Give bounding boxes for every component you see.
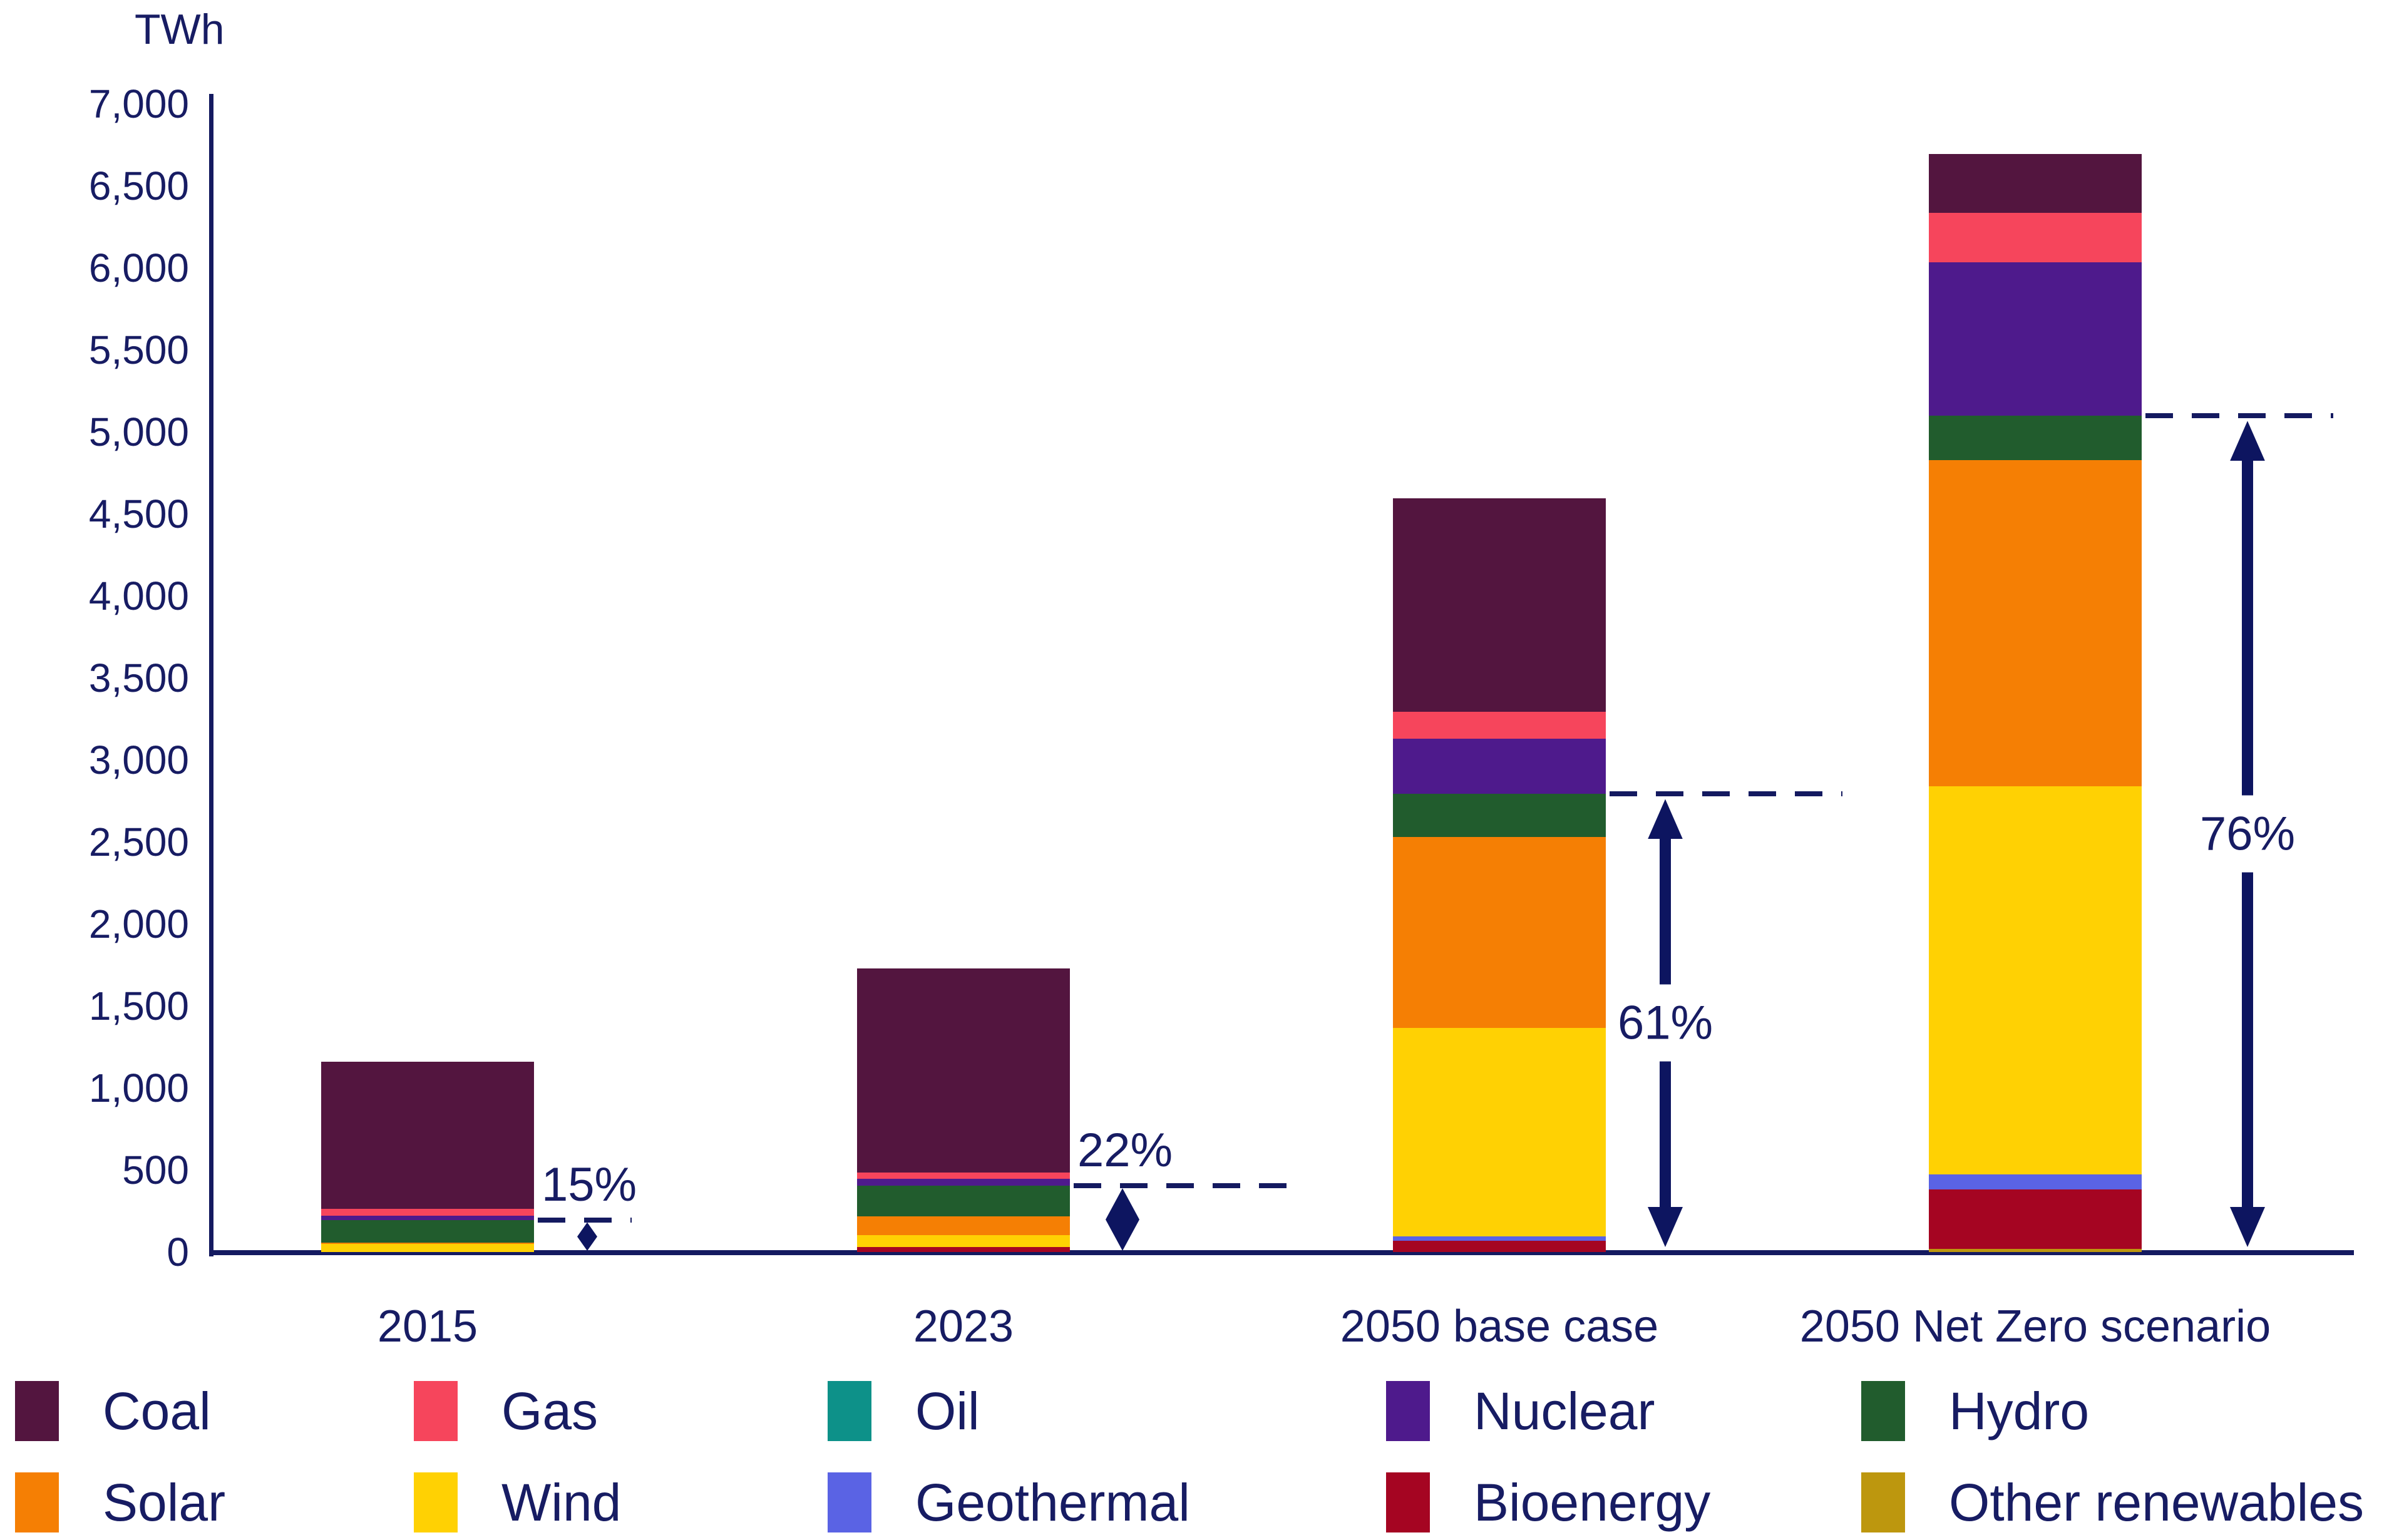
renewables-share-label-2015: 15%: [542, 1158, 637, 1211]
bar-2050-net-zero-scenario-hydro: [1929, 416, 2142, 461]
y-tick-5500: 5,500: [88, 327, 189, 372]
bar-2050-base-case-geothermal: [1393, 1236, 1606, 1241]
legend-label-bioenergy: Bioenergy: [1474, 1473, 1711, 1532]
legend-swatch-hydro: [1861, 1381, 1905, 1441]
y-axis-unit-label: TWh: [135, 6, 225, 53]
bar-2050-base-case-solar: [1393, 836, 1606, 1028]
x-label-2050-net-zero-scenario: 2050 Net Zero scenario: [1799, 1301, 2271, 1352]
bar-2023-solar: [857, 1216, 1070, 1235]
legend-label-hydro: Hydro: [1949, 1382, 2090, 1440]
bar-2023-gas: [857, 1173, 1070, 1179]
legend-swatch-wind: [414, 1472, 458, 1532]
change-marker-diamond-2023: [1106, 1188, 1139, 1251]
legend-swatch-solar: [15, 1472, 59, 1532]
y-tick-1000: 1,000: [88, 1065, 189, 1111]
legend-swatch-geothermal: [828, 1472, 871, 1532]
y-tick-3000: 3,000: [88, 737, 189, 783]
bar-2050-net-zero-scenario-geothermal: [1929, 1174, 2142, 1190]
y-tick-3500: 3,500: [88, 655, 189, 701]
legend-label-geothermal: Geothermal: [915, 1473, 1190, 1532]
renewables-share-label-2023: 22%: [1077, 1124, 1173, 1178]
arrow-up-head-2050-net-zero-scenario: [2230, 421, 2265, 461]
bar-2023-coal: [857, 968, 1070, 1173]
legend-swatch-gas: [414, 1381, 458, 1441]
bar-2015-coal: [321, 1062, 534, 1209]
legend-label-gas: Gas: [501, 1382, 598, 1440]
y-tick-6500: 6,500: [88, 163, 189, 208]
arrow-down-head-2050-net-zero-scenario: [2230, 1207, 2265, 1247]
bar-2050-net-zero-scenario-gas: [1929, 212, 2142, 263]
arrow-up-head-2050-base-case: [1648, 799, 1683, 839]
legend-label-oil: Oil: [915, 1382, 980, 1440]
bar-2015-wind: [321, 1243, 534, 1252]
renewables-share-label-2050-base-case: 61%: [1612, 984, 1718, 1062]
renewables-share-label-2050-net-zero-scenario: 76%: [2194, 795, 2301, 873]
bar-2023-wind: [857, 1235, 1070, 1247]
legend-swatch-coal: [15, 1381, 59, 1441]
legend-swatch-oil: [828, 1381, 871, 1441]
y-tick-5000: 5,000: [88, 409, 189, 454]
y-tick-0: 0: [167, 1229, 189, 1275]
legend-swatch-nuclear: [1386, 1381, 1430, 1441]
legend-label-nuclear: Nuclear: [1474, 1382, 1655, 1440]
bar-2015-gas: [321, 1209, 534, 1216]
legend-label-wind: Wind: [501, 1473, 622, 1532]
y-tick-2500: 2,500: [88, 819, 189, 865]
bar-2050-base-case-nuclear: [1393, 739, 1606, 794]
bar-2015-solar: [321, 1243, 534, 1244]
bar-2050-base-case-hydro: [1393, 794, 1606, 837]
x-label-2050-base-case: 2050 base case: [1340, 1301, 1659, 1352]
bar-2023-hydro: [857, 1186, 1070, 1217]
y-tick-1500: 1,500: [88, 983, 189, 1029]
renewables-share-line-2050-net-zero-scenario: [2145, 413, 2333, 419]
legend-label-coal: Coal: [103, 1382, 211, 1440]
bar-2050-net-zero-scenario-coal: [1929, 154, 2142, 213]
bar-2050-net-zero-scenario-solar: [1929, 460, 2142, 786]
y-tick-4500: 4,500: [88, 491, 189, 536]
x-label-2023: 2023: [913, 1301, 1014, 1352]
y-tick-500: 500: [122, 1147, 189, 1193]
bar-2050-net-zero-scenario-nuclear: [1929, 262, 2142, 416]
bar-2023-nuclear: [857, 1179, 1070, 1186]
y-tick-6000: 6,000: [88, 245, 189, 290]
bar-2050-base-case-bioenergy: [1393, 1240, 1606, 1252]
y-tick-4000: 4,000: [88, 573, 189, 619]
legend-swatch-bioenergy: [1386, 1472, 1430, 1532]
x-axis-line: [209, 1250, 2354, 1255]
legend-label-solar: Solar: [103, 1473, 226, 1532]
bar-2050-base-case-gas: [1393, 712, 1606, 739]
legend-label-other-renewables: Other renewables: [1949, 1473, 2365, 1532]
y-tick-7000: 7,000: [88, 81, 189, 126]
bar-2050-base-case-wind: [1393, 1027, 1606, 1236]
bar-2050-net-zero-scenario-bioenergy: [1929, 1189, 2142, 1250]
renewables-share-line-2050-base-case: [1610, 791, 1842, 797]
y-axis-line: [209, 94, 213, 1256]
x-label-2015: 2015: [377, 1301, 478, 1352]
legend-swatch-other-renewables: [1861, 1472, 1905, 1532]
arrow-down-head-2050-base-case: [1648, 1207, 1683, 1247]
y-tick-2000: 2,000: [88, 901, 189, 947]
renewables-share-line-2015: [538, 1217, 632, 1223]
bar-2015-hydro: [321, 1219, 534, 1243]
bar-2050-net-zero-scenario-other-renewables: [1929, 1249, 2142, 1252]
change-marker-diamond-2015: [577, 1222, 597, 1251]
renewables-share-line-2023: [1074, 1183, 1294, 1189]
bar-2023-bioenergy: [857, 1246, 1070, 1252]
bar-2050-net-zero-scenario-wind: [1929, 786, 2142, 1175]
bar-2050-base-case-coal: [1393, 498, 1606, 712]
bar-2015-nuclear: [321, 1216, 534, 1220]
